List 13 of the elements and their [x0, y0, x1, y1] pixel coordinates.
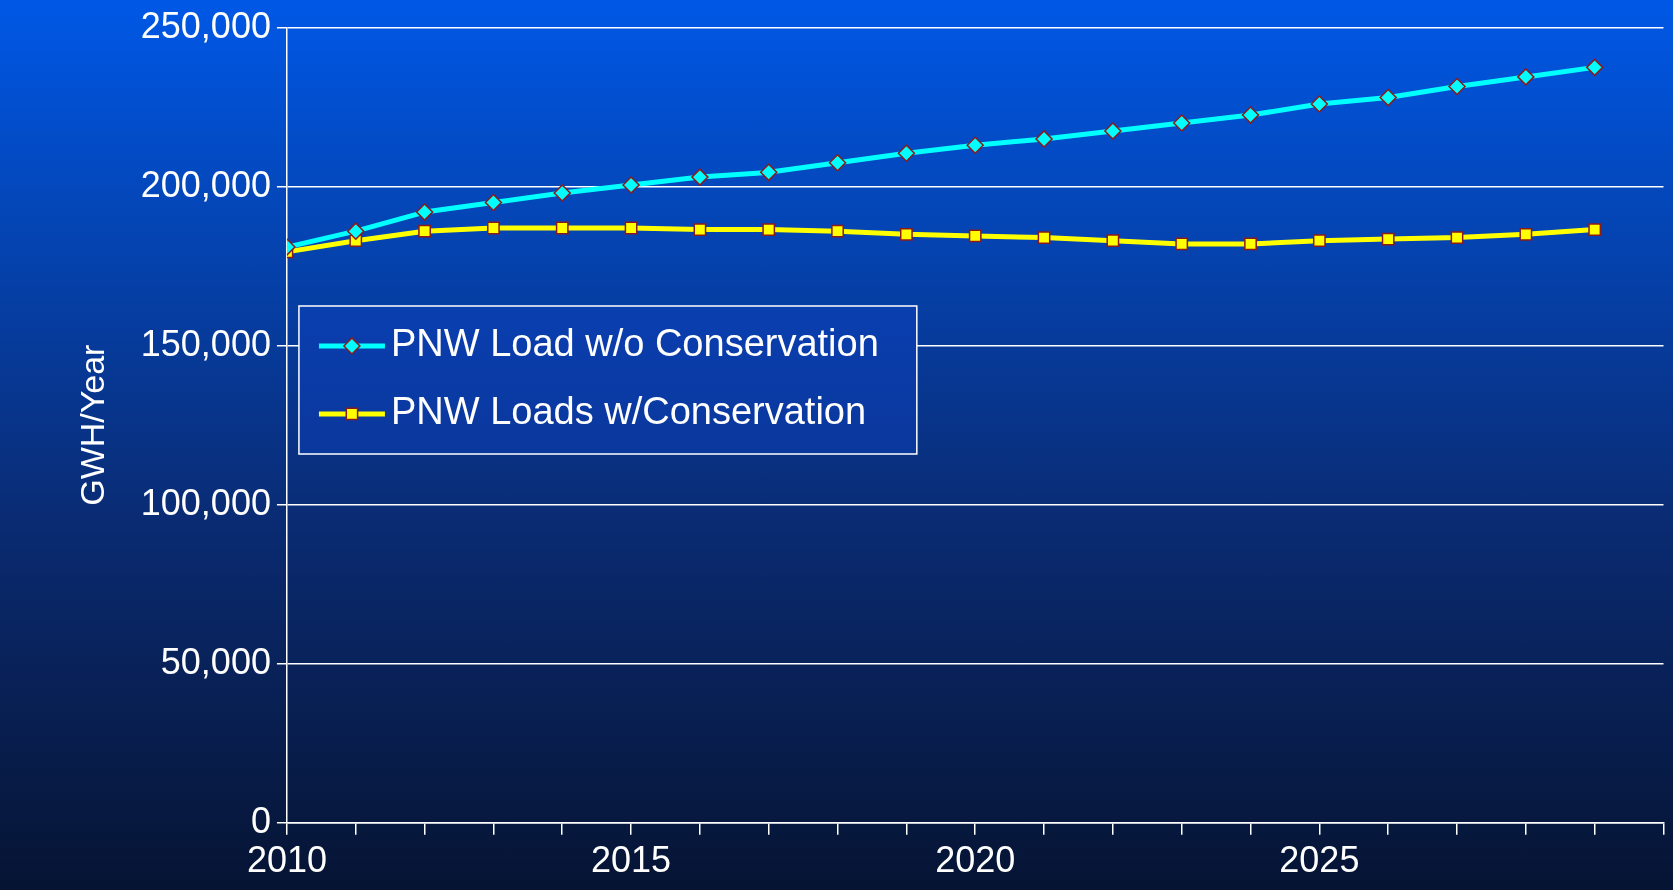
- legend-label: PNW Loads w/Conservation: [390, 390, 867, 433]
- x-tick-label: 2015: [591, 839, 672, 881]
- legend-label: PNW Load w/o Conservation: [390, 322, 879, 365]
- y-tick-label: 100,000: [140, 481, 271, 523]
- y-tick-label: 0: [250, 799, 271, 841]
- x-tick-label: 2020: [935, 839, 1016, 881]
- y-axis-title: GWH/Year: [72, 344, 111, 506]
- y-tick-label: 200,000: [140, 163, 271, 205]
- y-tick-label: 250,000: [140, 4, 271, 46]
- x-tick-label: 2010: [246, 839, 327, 881]
- y-tick-label: 150,000: [140, 322, 271, 364]
- x-tick-label: 2025: [1279, 839, 1360, 881]
- y-tick-label: 50,000: [160, 640, 271, 682]
